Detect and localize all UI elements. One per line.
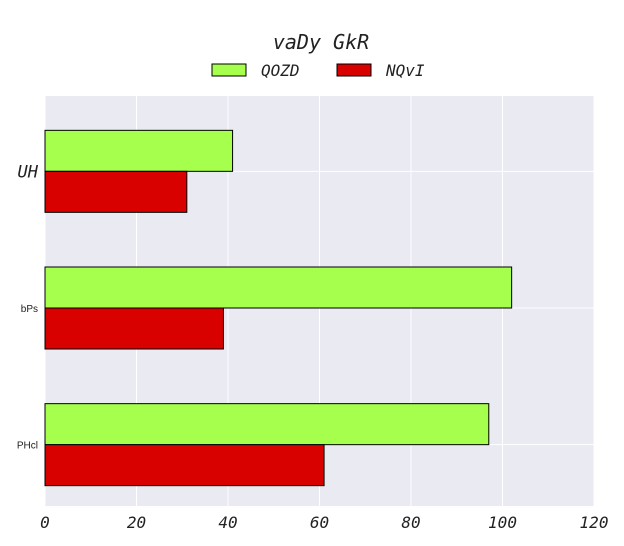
x-tick-label-2: 40: [218, 513, 237, 532]
bar-NQvI-UH: [44, 170, 188, 213]
y-axis-ticks: UH bPs PHcl: [17, 162, 39, 451]
legend: QOZD NQvI: [211, 61, 425, 80]
chart-title: vaDy GkR: [273, 30, 369, 54]
legend-swatch-NQvI: [336, 63, 372, 77]
x-tick-label-5: 100: [488, 513, 517, 532]
bar-QOZD-PHcl: [44, 403, 490, 446]
y-tick-label-0: UH: [18, 162, 39, 182]
bar-NQvI-bPs: [44, 307, 224, 350]
legend-label-NQvI: NQvI: [385, 61, 425, 80]
bar-NQvI-PHcl: [44, 444, 325, 487]
bar-QOZD-bPs: [44, 266, 513, 309]
y-tick-label-2: PHcl: [17, 441, 38, 452]
x-tick-label-4: 80: [401, 513, 420, 532]
bar-QOZD-UH: [44, 129, 234, 172]
x-tick-label-3: 60: [310, 513, 329, 532]
x-axis-ticks: 0 20 40 60 80 100 120: [40, 513, 608, 532]
x-tick-label-0: 0: [40, 513, 50, 532]
x-tick-label-1: 20: [127, 513, 146, 532]
bars: [44, 129, 513, 487]
y-tick-label-1: bPs: [21, 304, 38, 315]
legend-swatch-QOZD: [211, 63, 247, 77]
x-tick-label-6: 120: [580, 513, 609, 532]
legend-label-QOZD: QOZD: [261, 61, 300, 80]
